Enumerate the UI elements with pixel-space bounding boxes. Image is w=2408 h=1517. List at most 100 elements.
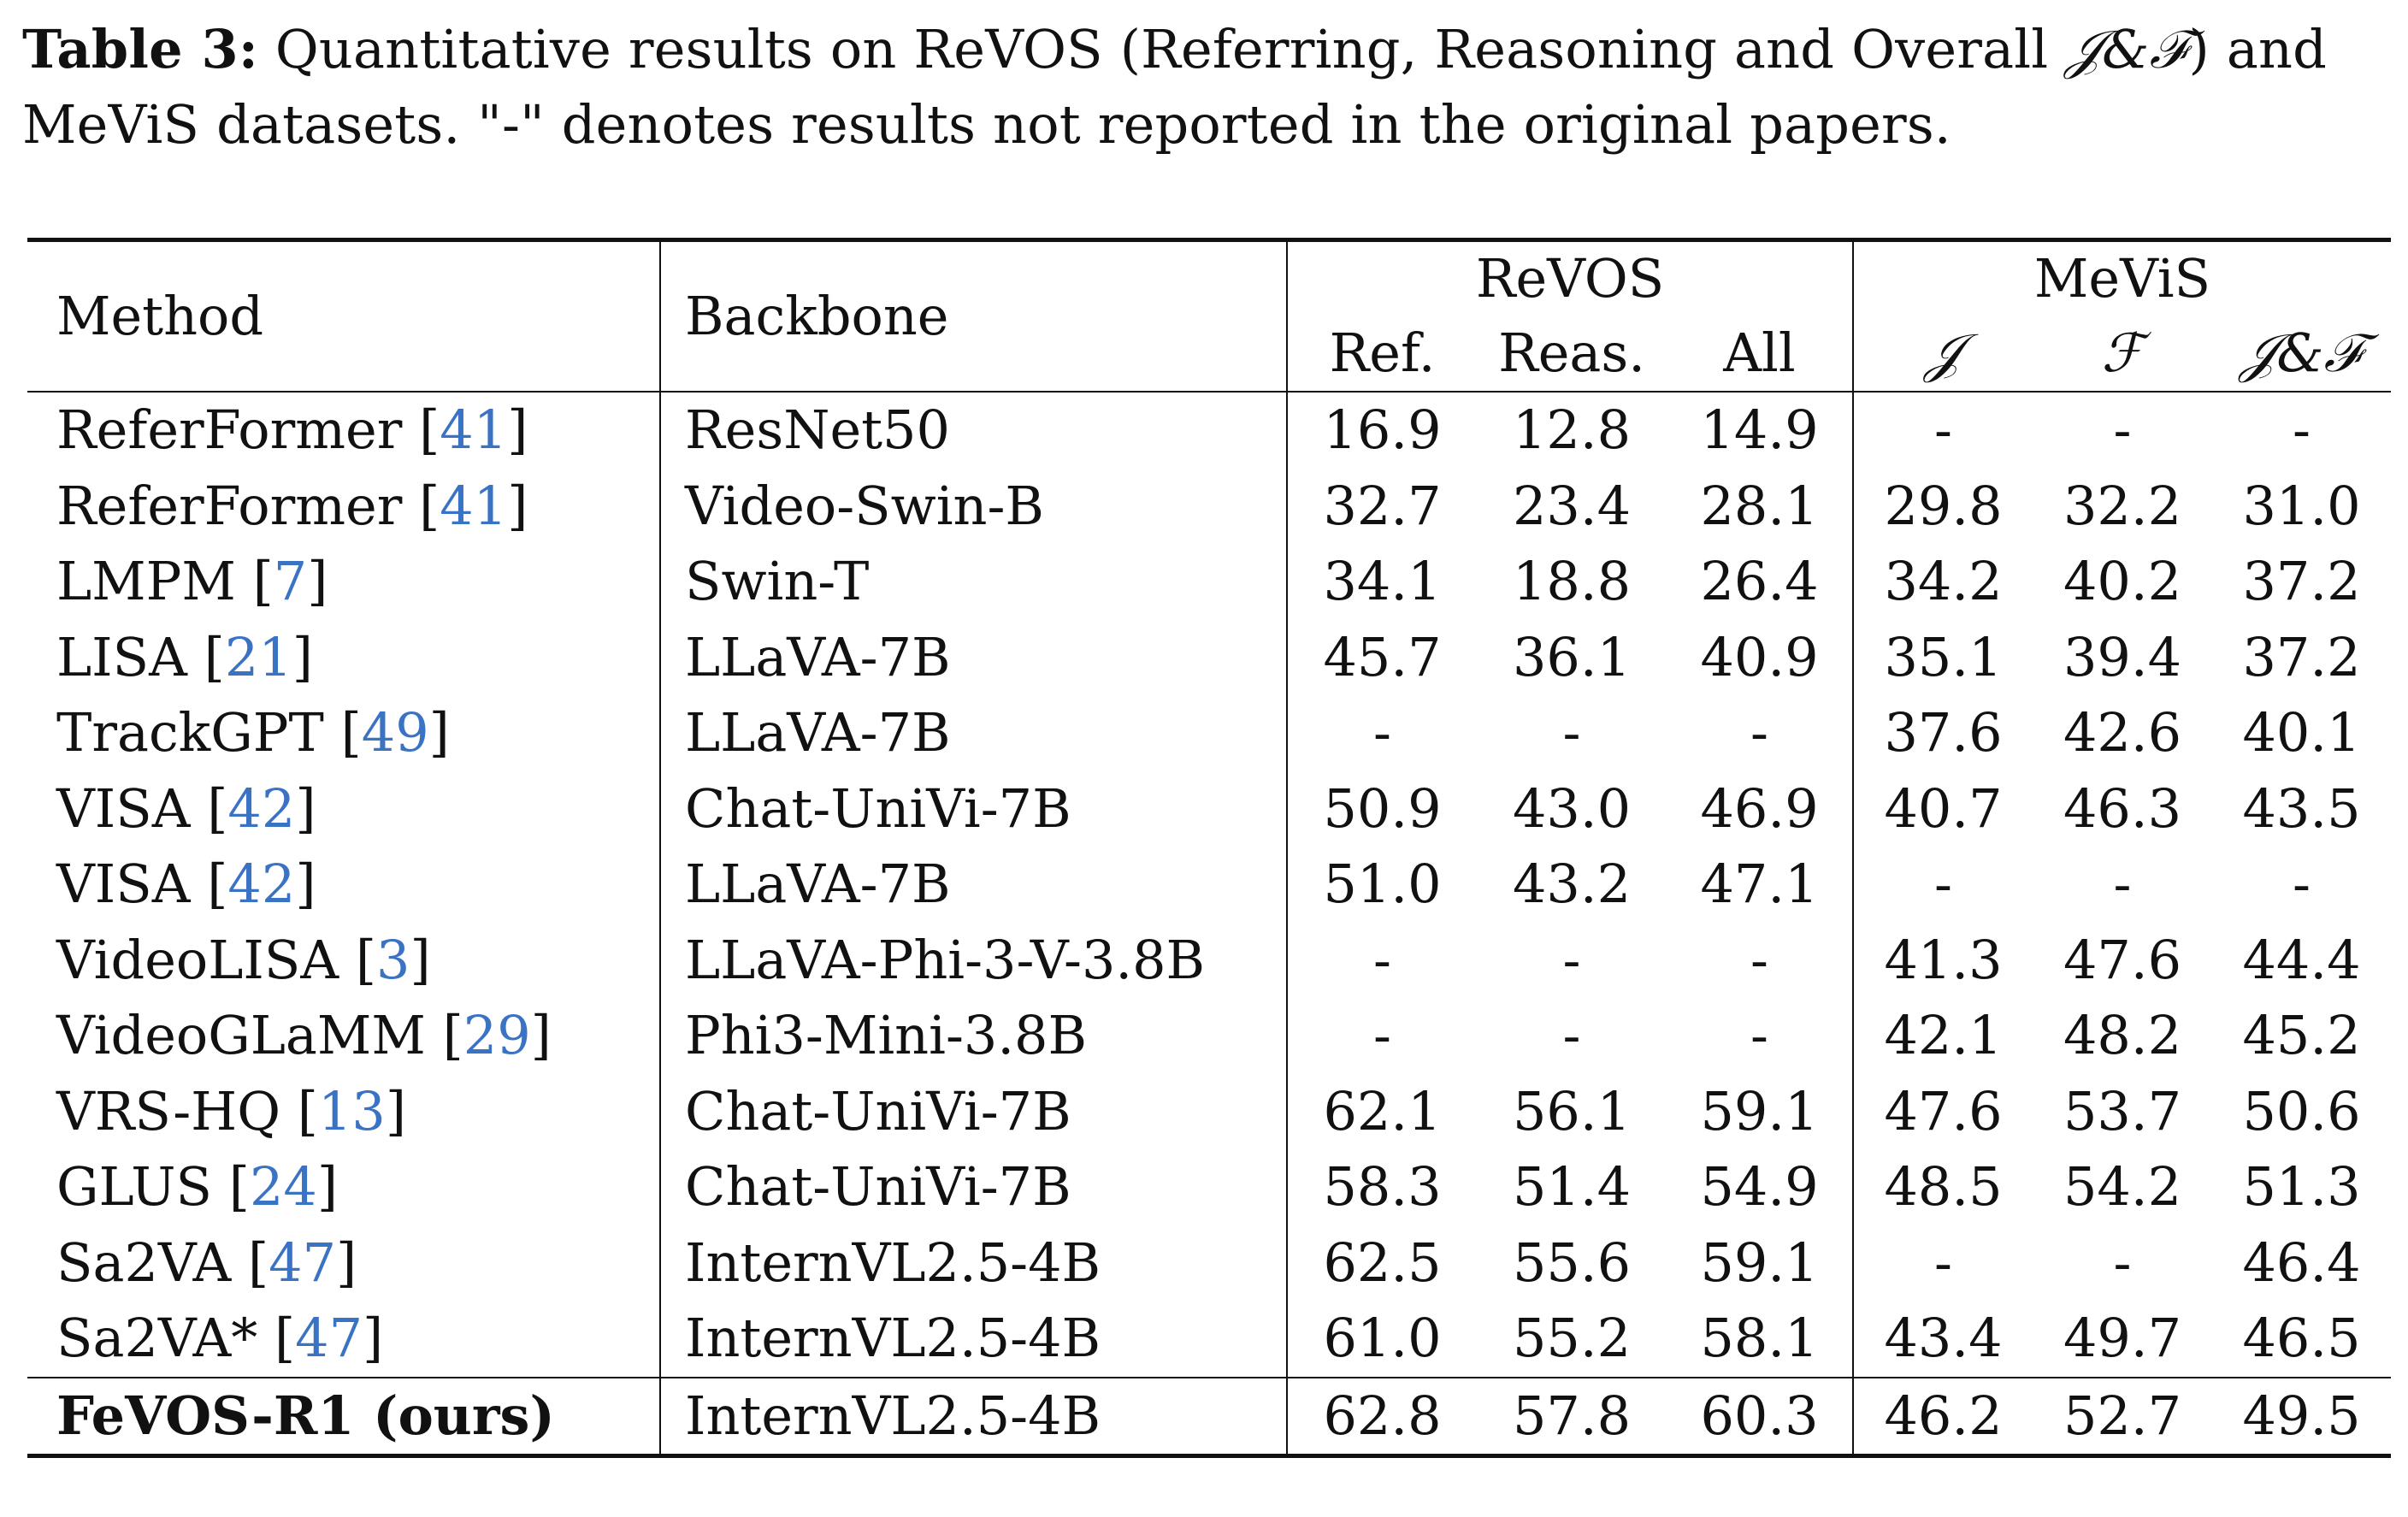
- revos-reas-cell: 56.1: [1512, 1079, 1632, 1142]
- citation-link[interactable]: 47: [295, 1307, 363, 1369]
- revos-ref-cell: -: [1286, 922, 1477, 998]
- mevis-jf-cell: -: [2293, 398, 2311, 461]
- revos-ref-cell: 62.5: [1286, 1225, 1477, 1301]
- method-name: Sa2VA: [56, 1231, 232, 1294]
- revos-all-cell: 58.1: [1700, 1307, 1819, 1369]
- citation-close-bracket: ]: [507, 474, 528, 537]
- mevis-jf-cell: 44.4: [2242, 928, 2361, 991]
- citation-link[interactable]: 42: [227, 853, 296, 915]
- backbone-cell: Phi3-Mini-3.8B: [659, 998, 1287, 1074]
- mevis-j-cell: -: [1852, 392, 2033, 469]
- revos-all-cell: 60.3: [1667, 1376, 1853, 1458]
- citation-link[interactable]: 49: [361, 701, 429, 764]
- backbone-cell: LLaVA-Phi-3-V-3.8B: [659, 922, 1287, 998]
- revos-reas-cell: 57.8: [1477, 1376, 1667, 1458]
- citation-close-bracket: ]: [295, 776, 316, 840]
- method-name: GLUS: [56, 1155, 213, 1218]
- mevis-jf-cell: 37.2: [2242, 550, 2361, 612]
- citation-open-bracket: [: [190, 853, 228, 915]
- mevis-j-cell: 37.6: [1852, 695, 2033, 771]
- revos-reas-cell: 23.4: [1512, 474, 1632, 537]
- mevis-f-cell: 46.3: [2063, 776, 2182, 840]
- table-row-ours: FeVOS-R1 (ours) InternVL2.5-4B 62.8 57.8 60.…: [27, 1376, 2392, 1458]
- mevis-jf-cell: 46.4: [2242, 1231, 2361, 1294]
- mevis-jf-cell: 46.5: [2242, 1307, 2361, 1369]
- citation-open-bracket: [: [257, 1307, 296, 1369]
- mevis-jf-cell: 49.5: [2212, 1376, 2392, 1458]
- method-name: VideoGLaMM: [56, 1004, 426, 1066]
- citation-link[interactable]: 29: [463, 1004, 531, 1066]
- revos-reas-cell: 43.0: [1512, 776, 1632, 840]
- revos-all-cell: -: [1750, 1004, 1768, 1066]
- caption-metric: 𝒥&ℱ: [2065, 18, 2189, 80]
- table-row: VISA [42] LLaVA-7B 51.0 43.2 47.1- - -: [27, 847, 2391, 923]
- table-row: TrackGPT [49] LLaVA-7B - - -37.6 42.6 40.1: [27, 695, 2391, 771]
- citation-close-bracket: ]: [292, 625, 313, 688]
- mevis-f-cell: 32.2: [2063, 474, 2182, 537]
- mevis-j-cell: 40.7: [1852, 770, 2033, 847]
- revos-all-cell: 40.9: [1700, 625, 1819, 688]
- method-name: VISA: [56, 776, 191, 840]
- table-row: VRS-HQ [13] Chat-UniVi-7B 62.1 56.1 59.1 47.6…: [27, 1073, 2391, 1150]
- revos-ref-cell: 32.7: [1286, 468, 1477, 544]
- method-name: FeVOS-R1 (ours): [56, 1384, 555, 1447]
- method-name: LMPM: [56, 550, 236, 612]
- citation-link[interactable]: 47: [269, 1231, 337, 1294]
- header-revos: ReVOS: [1286, 238, 1853, 316]
- revos-ref-cell: 50.9: [1286, 770, 1477, 847]
- mevis-f-cell: -: [2113, 398, 2132, 461]
- citation-link[interactable]: 21: [224, 625, 292, 688]
- method-cell: GLUS [24]: [27, 1149, 660, 1225]
- backbone-cell: LLaVA-7B: [659, 695, 1287, 771]
- table-body: ReferFormer [41] ResNet50 16.9 12.8 14.9- - - R…: [27, 392, 2392, 1458]
- mevis-f-cell: 54.2: [2063, 1155, 2182, 1218]
- header-mevis-f: ℱ: [2033, 316, 2212, 393]
- citation-open-bracket: [: [402, 474, 440, 537]
- table-row: LISA [21] LLaVA-7B 45.7 36.1 40.9 35.1 39.4 37.…: [27, 619, 2391, 696]
- revos-reas-cell: -: [1562, 701, 1581, 764]
- method-name: LISA: [56, 625, 187, 688]
- revos-reas-cell: 43.2: [1512, 853, 1632, 915]
- citation-close-bracket: ]: [385, 1079, 407, 1142]
- method-cell: VISA [42]: [27, 771, 660, 847]
- citation-link[interactable]: 41: [440, 398, 508, 461]
- citation-open-bracket: [: [186, 625, 225, 688]
- mevis-j-cell: 43.4: [1852, 1301, 2033, 1378]
- mevis-jf-cell: 37.2: [2242, 625, 2361, 688]
- revos-reas-cell: -: [1562, 928, 1581, 991]
- revos-reas-cell: -: [1562, 1004, 1581, 1066]
- method-cell: VRS-HQ [13]: [27, 1074, 660, 1150]
- header-mevis-jf: 𝒥&ℱ: [2212, 316, 2392, 393]
- method-cell: Sa2VA* [47]: [27, 1301, 660, 1378]
- header-mevis: MeViS: [1851, 238, 2392, 316]
- citation-link[interactable]: 42: [227, 776, 296, 840]
- revos-all-cell: 47.1: [1700, 853, 1819, 915]
- citation-link[interactable]: 3: [376, 928, 410, 991]
- citation-close-bracket: ]: [316, 1155, 339, 1218]
- citation-link[interactable]: 24: [249, 1155, 317, 1218]
- mevis-jf-cell: 43.5: [2242, 776, 2361, 840]
- revos-reas-cell: 18.8: [1512, 550, 1632, 612]
- citation-link[interactable]: 7: [273, 550, 308, 612]
- citation-open-bracket: [: [231, 1231, 269, 1294]
- revos-ref-cell: -: [1286, 998, 1477, 1074]
- citation-link[interactable]: 13: [317, 1079, 386, 1142]
- method-name: VRS-HQ: [56, 1079, 281, 1142]
- table-row: GLUS [24] Chat-UniVi-7B 58.3 51.4 54.9 48.5 54…: [27, 1149, 2391, 1225]
- header-backbone: Backbone: [659, 238, 1287, 393]
- mevis-f-cell: 52.7: [2033, 1376, 2212, 1458]
- method-cell: Sa2VA [47]: [27, 1225, 660, 1302]
- mevis-jf-cell: 40.1: [2242, 701, 2361, 764]
- method-cell: LISA [21]: [27, 620, 660, 696]
- revos-ref-cell: 45.7: [1286, 619, 1477, 695]
- method-cell: VISA [42]: [27, 847, 660, 923]
- table-row: ReferFormer [41] Video-Swin-B 32.7 23.4 28.1…: [27, 468, 2391, 544]
- method-cell: FeVOS-R1 (ours): [27, 1376, 660, 1458]
- revos-reas-cell: 12.8: [1512, 398, 1632, 461]
- revos-all-cell: -: [1750, 701, 1768, 764]
- citation-open-bracket: [: [339, 928, 377, 991]
- citation-link[interactable]: 41: [440, 474, 508, 537]
- revos-ref-cell: 62.1: [1286, 1073, 1477, 1149]
- table-row: Sa2VA [47] InternVL2.5-4B 62.5 55.6 59.1- -46…: [27, 1225, 2391, 1302]
- method-name: TrackGPT: [56, 701, 324, 764]
